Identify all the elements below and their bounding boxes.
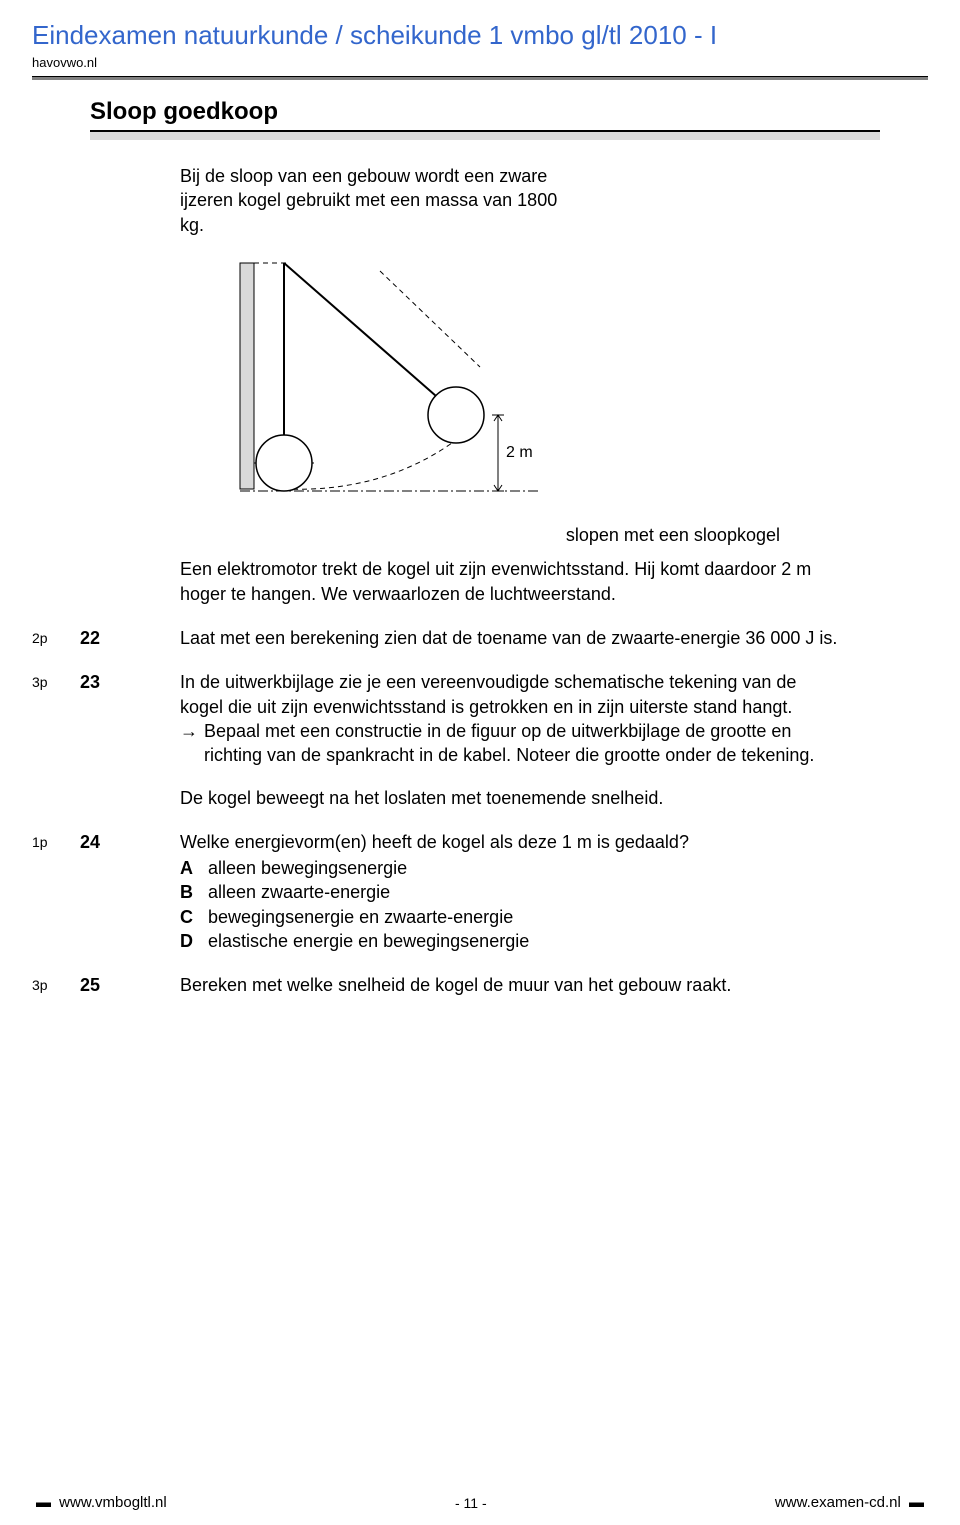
section-underline [90, 130, 880, 140]
choice-text: bewegingsenergie en zwaarte-energie [208, 905, 513, 929]
q24-points: 1p [32, 830, 80, 852]
q24-choice: Delastische energie en bewegingsenergie [180, 929, 840, 953]
q22-text: Laat met een berekening zien dat de toen… [180, 626, 840, 650]
q25-number: 25 [80, 973, 180, 997]
page-footer: ▬ www.vmbogltl.nl - 11 - www.examen-cd.n… [0, 1494, 960, 1511]
q23-after: De kogel beweegt na het loslaten met toe… [180, 786, 840, 810]
footer-right-text: www.examen-cd.nl [775, 1494, 901, 1511]
q25-text: Bereken met welke snelheid de kogel de m… [180, 973, 840, 997]
choice-letter: A [180, 856, 208, 880]
choice-text: alleen bewegingsenergie [208, 856, 407, 880]
q24-choices: Aalleen bewegingsenergieBalleen zwaarte-… [180, 856, 840, 953]
footer-page-number: - 11 - [455, 1495, 487, 1511]
pendulum-svg: 2 m [180, 257, 610, 497]
choice-letter: B [180, 880, 208, 904]
q24-choice: Cbewegingsenergie en zwaarte-energie [180, 905, 840, 929]
question-25: 3p 25 Bereken met welke snelheid de koge… [32, 973, 840, 997]
q23-points: 3p [32, 670, 80, 692]
question-23: 3p 23 In de uitwerkbijlage zie je een ve… [32, 670, 840, 809]
q23-number: 23 [80, 670, 180, 694]
q23-text-2: Bepaal met een constructie in de figuur … [204, 719, 840, 768]
choice-letter: D [180, 929, 208, 953]
q24-text: Welke energievorm(en) heeft de kogel als… [180, 830, 840, 854]
section-title: Sloop goedkoop [90, 98, 960, 126]
q23-text-1: In de uitwerkbijlage zie je een vereenvo… [180, 670, 840, 719]
arrow-icon: → [180, 719, 204, 768]
q22-points: 2p [32, 626, 80, 648]
svg-text:2 m: 2 m [506, 444, 533, 461]
dash-icon: ▬ [905, 1494, 928, 1511]
choice-text: alleen zwaarte-energie [208, 880, 390, 904]
choice-letter: C [180, 905, 208, 929]
q24-number: 24 [80, 830, 180, 854]
q22-number: 22 [80, 626, 180, 650]
footer-left: ▬ www.vmbogltl.nl [32, 1494, 167, 1511]
figure-caption: slopen met een sloopkogel [180, 523, 840, 547]
choice-text: elastische energie en bewegingsenergie [208, 929, 529, 953]
q25-points: 3p [32, 973, 80, 995]
footer-left-text: www.vmbogltl.nl [59, 1494, 167, 1511]
pendulum-figure: 2 m [180, 257, 840, 503]
question-22: 2p 22 Laat met een berekening zien dat d… [32, 626, 840, 650]
dash-icon: ▬ [32, 1494, 55, 1511]
page-header-title: Eindexamen natuurkunde / scheikunde 1 vm… [32, 20, 960, 51]
intro-text: Bij de sloop van een gebouw wordt een zw… [180, 164, 580, 237]
header-rule [32, 76, 928, 80]
q24-choice: Balleen zwaarte-energie [180, 880, 840, 904]
question-24: 1p 24 Welke energievorm(en) heeft de kog… [32, 830, 840, 953]
paragraph-1: Een elektromotor trekt de kogel uit zijn… [180, 557, 840, 606]
q24-choice: Aalleen bewegingsenergie [180, 856, 840, 880]
footer-right: www.examen-cd.nl ▬ [775, 1494, 928, 1511]
site-label: havovwo.nl [32, 55, 960, 70]
